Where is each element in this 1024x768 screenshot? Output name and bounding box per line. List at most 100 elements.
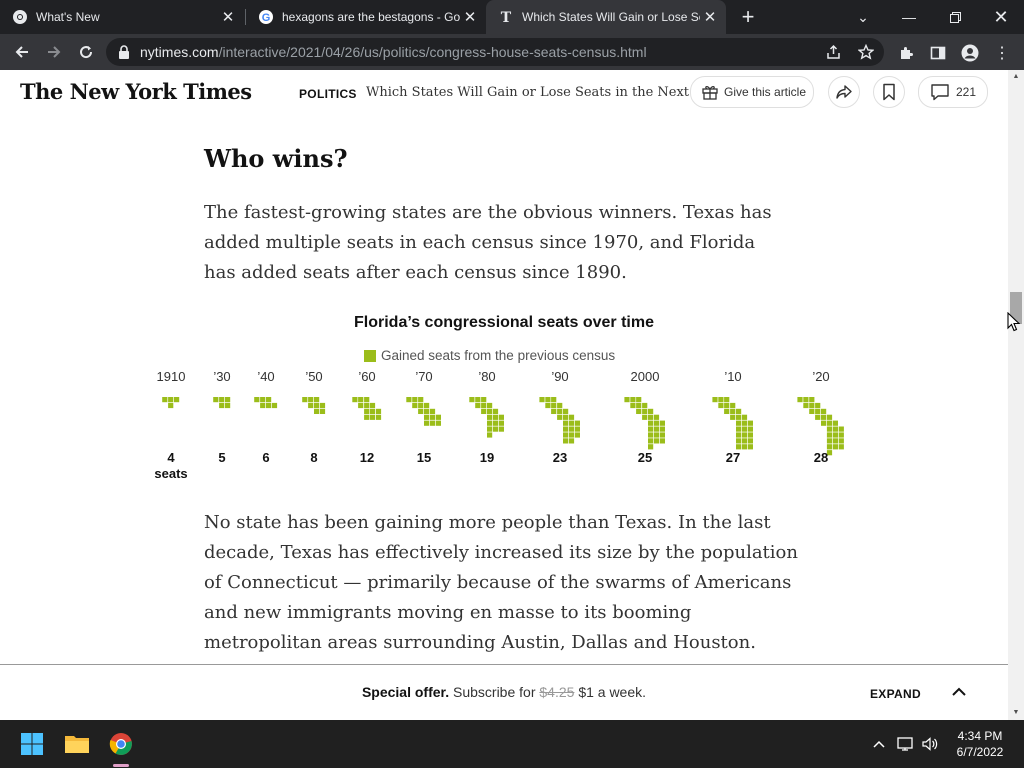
scroll-down-icon[interactable]: ▼ (1012, 709, 1020, 716)
back-icon[interactable] (10, 40, 34, 64)
seat-cell (718, 397, 724, 403)
save-article-button[interactable] (873, 76, 905, 108)
address-bar[interactable]: nytimes.com/interactive/2021/04/26/us/po… (106, 38, 884, 66)
bookmark-star-icon[interactable] (857, 43, 875, 60)
seat-cell (498, 414, 504, 420)
volume-icon[interactable] (921, 736, 939, 752)
seat-cell (838, 432, 844, 438)
close-tab-icon[interactable]: ✕ (703, 9, 717, 26)
seat-cell (498, 426, 504, 432)
seat-count-label: 27 (726, 450, 740, 465)
paragraph: The fastest-growing states are the obvio… (204, 202, 772, 283)
reload-icon[interactable] (74, 40, 98, 64)
chart-title: Florida’s congressional seats over time (354, 314, 654, 331)
close-tab-icon[interactable]: ✕ (463, 9, 477, 26)
seat-cell (809, 397, 815, 403)
chart-legend: Gained seats from the previous census (364, 348, 615, 363)
seat-cell (653, 426, 660, 432)
seat-cell (815, 402, 821, 409)
close-window-icon[interactable]: ✕ (993, 6, 1009, 27)
census-year-label: 2000 (631, 369, 660, 384)
page-scrollbar[interactable]: ▲ ▼ (1008, 70, 1024, 720)
seat-cell (563, 432, 569, 438)
seat-cell (747, 444, 753, 450)
seat-cell (630, 397, 636, 403)
seat-block-9 (712, 397, 753, 450)
side-panel-icon[interactable] (929, 44, 947, 62)
seat-cell (475, 397, 481, 403)
seat-cell (352, 397, 358, 403)
seat-cell (364, 397, 370, 403)
subscription-offer-bar[interactable]: Special offer. Subscribe for $4.25 $1 a … (0, 664, 1008, 721)
tab-separator (245, 9, 246, 25)
new-tab-button[interactable]: + (741, 4, 755, 29)
seat-cell (736, 414, 742, 420)
tab-title: Which States Will Gain or Lose Se (522, 10, 700, 24)
census-year-label: ’80 (478, 369, 495, 384)
forward-icon[interactable] (42, 40, 66, 64)
tab-whats-new[interactable]: What's New ✕ (0, 0, 244, 34)
seat-cell (412, 397, 418, 403)
seat-cell (219, 402, 225, 409)
seat-cell (826, 426, 833, 432)
mouse-cursor-icon (1007, 311, 1021, 337)
chrome-taskbar-icon[interactable] (103, 726, 139, 762)
seat-cell (364, 402, 370, 409)
seat-cell (475, 402, 481, 409)
browser-tab-bar: What's New ✕ G hexagons are the bestagon… (0, 0, 1024, 34)
share-button[interactable] (828, 76, 860, 108)
gift-article-button[interactable]: Give this article (690, 76, 814, 108)
browser-menu-icon[interactable]: ⋮ (994, 45, 1010, 62)
nyt-logo[interactable]: The New York Times (20, 79, 252, 104)
file-explorer-icon[interactable] (59, 726, 95, 762)
seat-cell (832, 432, 838, 438)
chrome-icon (12, 9, 28, 25)
seat-cell (653, 420, 660, 426)
comment-icon (931, 84, 949, 101)
tab-hexagons[interactable]: G hexagons are the bestagons - Goo ✕ (246, 0, 486, 34)
scroll-up-icon[interactable]: ▲ (1012, 73, 1020, 80)
seat-cell (653, 414, 660, 420)
seat-block-6 (469, 397, 504, 438)
seat-cell (219, 397, 225, 403)
seat-block-0 (162, 397, 180, 409)
tab-title: hexagons are the bestagons - Goo (282, 10, 460, 24)
tab-search-icon[interactable]: ⌄ (857, 8, 869, 25)
section-label[interactable]: POLITICS (299, 87, 357, 101)
svg-text:T: T (501, 10, 512, 25)
seat-count-label: 25 (638, 450, 652, 465)
scrollbar-thumb[interactable] (1010, 292, 1022, 324)
seat-cell (168, 397, 174, 403)
seat-count-label: 12 (360, 450, 374, 465)
seat-cell (551, 397, 557, 403)
seat-cell (364, 414, 370, 420)
network-icon[interactable] (896, 736, 914, 752)
article-body: Who wins? The fastest-growing states are… (0, 114, 1008, 664)
tray-overflow-icon[interactable] (870, 736, 888, 752)
seat-cell (826, 450, 833, 456)
comments-button[interactable]: 221 (918, 76, 988, 108)
seat-cell (803, 397, 809, 403)
minimize-icon[interactable]: — (902, 9, 916, 25)
svg-text:G: G (262, 12, 271, 24)
close-tab-icon[interactable]: ✕ (221, 9, 235, 26)
expand-button[interactable]: EXPAND (870, 687, 921, 701)
seat-cell (424, 408, 430, 414)
census-year-label: ’30 (213, 369, 230, 384)
seat-block-3 (302, 397, 326, 414)
profile-avatar-icon[interactable] (961, 44, 979, 62)
extensions-icon[interactable] (897, 44, 915, 62)
seat-cell (563, 438, 569, 444)
share-icon[interactable] (826, 44, 842, 60)
restore-icon[interactable] (932, 0, 978, 34)
seat-cell (832, 444, 838, 450)
seat-count-label: 6 (262, 450, 269, 465)
taskbar-clock[interactable]: 4:34 PM 6/7/2022 (946, 728, 1014, 760)
windows-start-icon[interactable] (14, 726, 50, 762)
seat-cell (838, 438, 844, 444)
chevron-up-icon[interactable] (951, 685, 967, 703)
tab-nyt-active[interactable]: T Which States Will Gain or Lose Se ✕ (486, 0, 726, 34)
seat-cell (418, 402, 424, 409)
seat-cell (809, 402, 815, 409)
seat-cell (574, 426, 580, 432)
